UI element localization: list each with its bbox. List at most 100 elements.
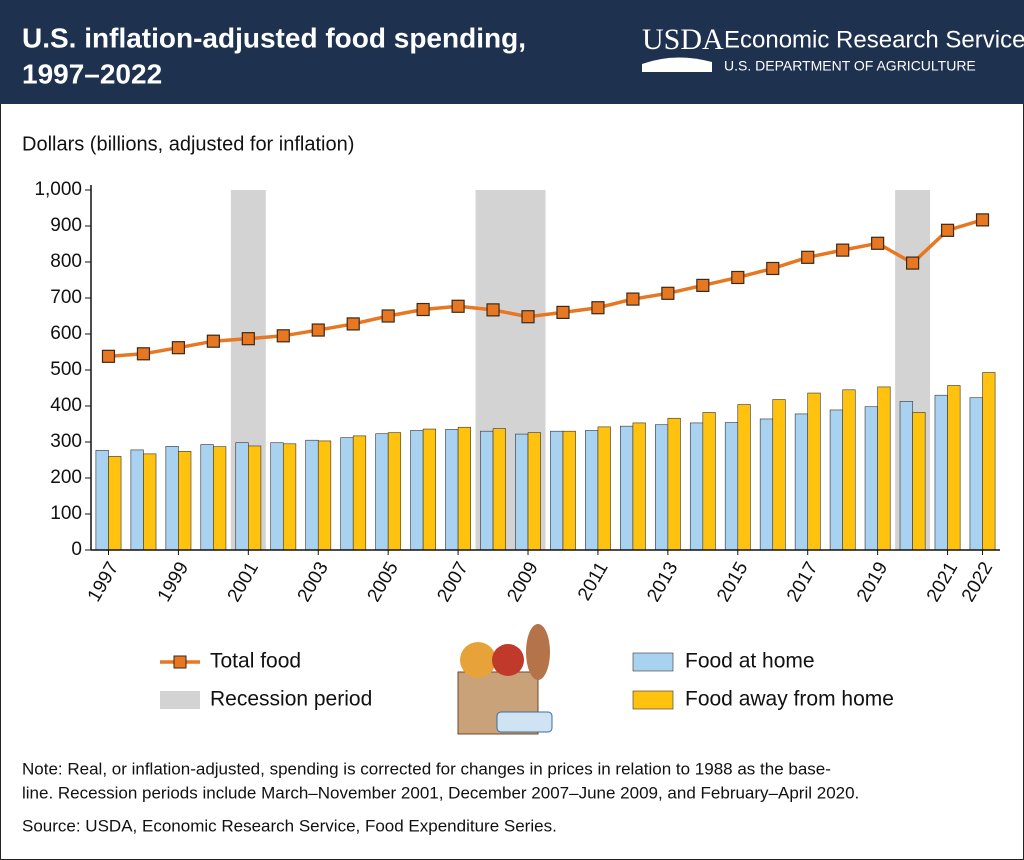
logo-mark — [642, 57, 712, 72]
bar — [305, 439, 319, 551]
line-marker — [871, 236, 885, 250]
y-tick-label: 700 — [50, 287, 82, 308]
bar — [899, 401, 913, 551]
bar — [480, 430, 494, 551]
y-tick-label: 1,000 — [34, 179, 82, 200]
note: Note: Real, or inflation-adjusted, spend… — [22, 759, 831, 778]
bar — [737, 404, 751, 551]
bar — [527, 432, 541, 551]
bar — [457, 426, 471, 551]
bar — [807, 392, 821, 551]
line-marker — [381, 309, 395, 323]
y-tick-label: 900 — [50, 215, 82, 236]
legend: Total food Food at home Food away from hom… — [160, 650, 894, 711]
y-tick-label: 300 — [50, 431, 82, 452]
bar — [982, 372, 996, 551]
bar — [95, 449, 109, 551]
legend-swatch — [632, 652, 674, 672]
line-marker — [311, 323, 325, 337]
bar — [340, 437, 354, 551]
line-marker — [136, 347, 151, 361]
bar — [410, 430, 424, 551]
bar — [969, 397, 983, 551]
bar — [632, 422, 646, 551]
line-marker — [905, 256, 920, 270]
source: Source: USDA, Economic Research Service,… — [22, 816, 557, 835]
bar — [130, 449, 144, 551]
line-marker — [661, 286, 675, 300]
line-marker — [241, 332, 255, 346]
line-marker — [836, 243, 850, 257]
line-marker — [975, 213, 990, 227]
bar — [772, 399, 786, 551]
bar — [213, 446, 227, 551]
bar — [759, 418, 774, 551]
bar — [445, 429, 459, 551]
bar — [842, 389, 856, 551]
bar — [724, 422, 739, 551]
title-line: 1997–2022 — [22, 58, 162, 89]
legend-marker — [173, 655, 187, 669]
bar — [912, 412, 926, 551]
header-band — [0, 0, 1024, 104]
legend-label: Food away from home — [685, 688, 894, 711]
bar — [235, 442, 249, 551]
bar — [877, 386, 891, 551]
bar — [794, 413, 809, 551]
legend-label: Food at home — [685, 650, 815, 673]
line-marker — [556, 305, 570, 319]
bar — [143, 453, 157, 551]
bar — [550, 430, 564, 551]
line-marker — [101, 349, 116, 363]
legend-label: Total food — [210, 650, 301, 673]
line-marker — [346, 317, 360, 331]
bar — [282, 443, 297, 551]
bar — [829, 409, 843, 551]
bar — [108, 456, 122, 551]
bar — [515, 433, 529, 551]
line-marker — [696, 278, 710, 292]
y-axis-label: Dollars (billions, adjusted for inflatio… — [22, 133, 354, 155]
line-marker — [766, 261, 780, 276]
bar — [654, 424, 669, 551]
y-tick-label: 800 — [50, 251, 82, 272]
line-marker — [731, 270, 745, 285]
line-marker — [171, 341, 186, 355]
department: U.S. DEPARTMENT OF AGRICULTURE — [724, 58, 976, 74]
bar — [562, 430, 576, 551]
bar — [387, 432, 402, 551]
y-tick-label: 500 — [50, 359, 82, 380]
bar — [165, 446, 179, 551]
note: line. Recession periods include March–No… — [22, 783, 859, 802]
y-tick-label: 0 — [71, 539, 82, 560]
legend-swatch — [632, 690, 674, 710]
y-tick-label: 600 — [50, 323, 82, 344]
line-marker — [801, 250, 815, 264]
bar — [422, 428, 437, 551]
line-marker — [276, 329, 290, 343]
y-tick-label: 200 — [50, 467, 82, 488]
line-marker — [521, 310, 535, 324]
bar — [492, 428, 506, 551]
line-marker — [416, 302, 430, 317]
illustration — [457, 624, 553, 735]
y-tick-label: 400 — [50, 395, 82, 416]
y-tick-label: 100 — [50, 503, 82, 524]
bar — [352, 435, 367, 551]
bar — [585, 430, 599, 551]
line-marker — [626, 292, 640, 306]
legend-label: Recession period — [210, 688, 372, 711]
bar — [178, 451, 192, 551]
bar — [317, 440, 332, 551]
legend-swatch — [160, 691, 200, 709]
bar — [947, 385, 961, 551]
bar — [689, 422, 704, 551]
agency: Economic Research Service — [724, 26, 1024, 53]
bar — [620, 425, 634, 551]
title-line: U.S. inflation-adjusted food spending, — [22, 22, 526, 53]
line-marker — [486, 303, 500, 317]
line-marker — [451, 299, 465, 313]
bar — [270, 442, 284, 551]
bar — [597, 426, 611, 551]
